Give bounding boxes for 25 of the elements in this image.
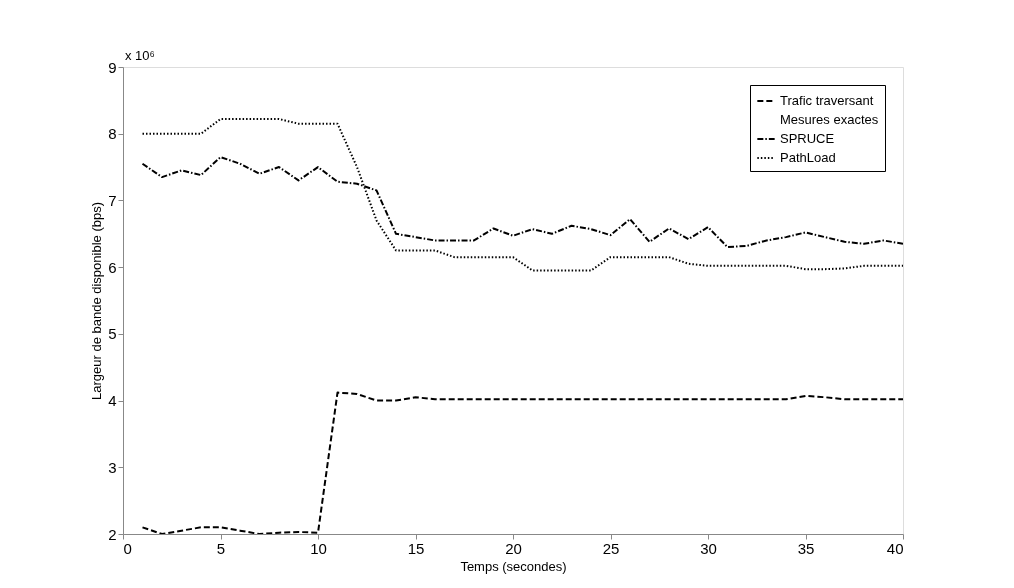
y-tick-label: 6 [108, 258, 117, 276]
x-tick-label: 40 [886, 539, 904, 557]
line-series [141, 391, 903, 534]
legend-label: Trafic traversant [780, 93, 874, 108]
text: x 10⁶ [125, 48, 155, 63]
y-tick-label: 9 [108, 58, 117, 76]
legend-label: SPRUCE [780, 131, 835, 146]
x-tick-label: 20 [505, 539, 522, 557]
y-tick-label: 4 [108, 392, 117, 410]
y-tick-label: 5 [108, 325, 117, 343]
x-axis-title: Temps (secondes) [460, 558, 567, 574]
y-tick-label: 7 [108, 191, 117, 209]
x-tick-label: 30 [700, 539, 717, 557]
x-tick-label: 0 [123, 539, 132, 557]
x-tick-label: 35 [797, 539, 815, 557]
text: Mesures exactes [780, 112, 879, 127]
x-tick-label: 25 [602, 539, 620, 557]
x-tick-label: 15 [407, 539, 425, 557]
x-tick-label: 5 [216, 539, 226, 557]
y-axis-title: Largeur de bande disponible (bps) [89, 201, 105, 401]
y-tick-label: 3 [108, 458, 117, 476]
legend-label: PathLoad [780, 150, 836, 165]
y-tick-label: 8 [108, 125, 117, 143]
x-tick-label: 10 [310, 539, 327, 557]
y-tick-label: 2 [108, 525, 117, 543]
